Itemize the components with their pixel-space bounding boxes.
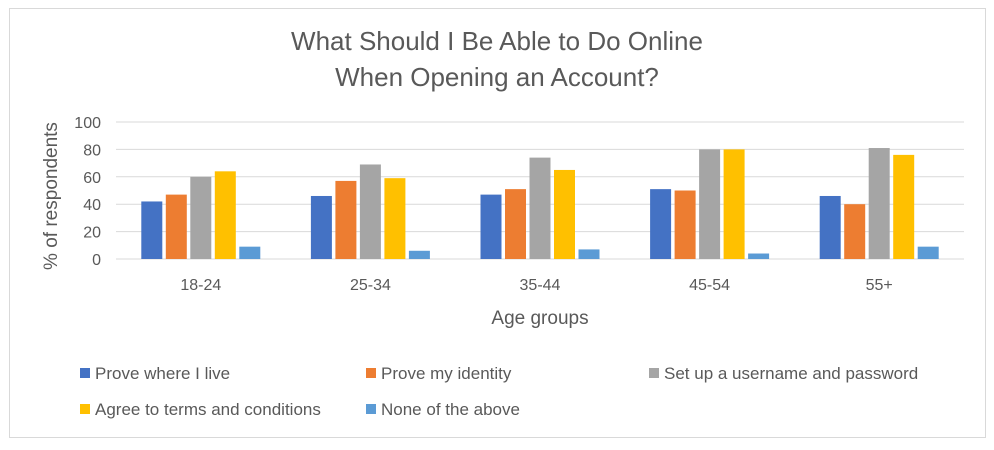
legend-swatch [649,368,659,378]
bar-prove-my-identity-18-24 [165,194,187,259]
bar-prove-where-i-live-55+ [819,195,841,259]
legend-swatch [80,404,90,414]
bar-agree-to-terms-and-conditions-35-44 [554,169,575,259]
bar-prove-my-identity-35-44 [505,189,526,259]
x-tick-label: 18-24 [180,277,221,294]
x-tick-label: 45-54 [689,277,730,294]
bar-set-up-a-username-and-password-35-44 [529,157,551,259]
x-tick-label: 35-44 [520,277,561,294]
x-tick-label: 55+ [866,277,893,294]
bar-set-up-a-username-and-password-45-54 [699,149,721,259]
legend-label: Agree to terms and conditions [95,400,321,419]
bar-agree-to-terms-and-conditions-18-24 [214,171,236,259]
bar-agree-to-terms-and-conditions-25-34 [384,178,406,259]
legend-swatch [366,404,376,414]
x-tick-label: 25-34 [350,277,391,294]
y-axis-ticks: 0 20 40 60 80 100 [74,115,101,269]
bar-prove-my-identity-45-54 [674,190,696,259]
y-tick-label: 60 [83,170,101,187]
bar-prove-my-identity-25-34 [335,180,357,259]
chart-title: What Should I Be Able to Do Online When … [291,26,703,92]
bar-set-up-a-username-and-password-55+ [868,148,890,259]
legend-swatch [80,368,90,378]
bar-prove-where-i-live-45-54 [650,189,672,259]
bar-prove-where-i-live-25-34 [310,195,332,259]
y-tick-label: 80 [83,142,101,159]
y-tick-label: 40 [83,197,101,214]
bar-agree-to-terms-and-conditions-45-54 [723,149,745,259]
bar-none-of-the-above-18-24 [239,246,261,259]
bar-set-up-a-username-and-password-18-24 [190,176,212,259]
legend-label: Prove where I live [95,364,230,383]
bar-none-of-the-above-45-54 [748,253,770,259]
bars [141,148,939,259]
bar-none-of-the-above-55+ [917,246,939,259]
x-axis-label: Age groups [491,308,588,329]
bar-none-of-the-above-35-44 [578,249,600,259]
x-axis-ticks: 18-24 25-34 35-44 45-54 55+ [180,277,892,294]
legend: Prove where I live Prove my identity Set u… [80,364,918,419]
bar-prove-where-i-live-18-24 [141,201,163,259]
legend-label: Prove my identity [381,364,512,383]
bar-none-of-the-above-25-34 [408,250,430,259]
legend-label: None of the above [381,400,520,419]
bar-agree-to-terms-and-conditions-55+ [893,154,915,259]
y-tick-label: 20 [83,225,101,242]
legend-label: Set up a username and password [664,364,918,383]
bar-prove-where-i-live-35-44 [480,194,502,259]
chart-title-line-1: What Should I Be Able to Do Online [291,26,703,56]
y-axis-label: % of respondents [41,122,62,270]
bar-set-up-a-username-and-password-25-34 [359,164,381,259]
legend-swatch [366,368,376,378]
chart-title-line-2: When Opening an Account? [335,62,659,92]
y-tick-label: 0 [92,252,101,269]
bar-prove-my-identity-55+ [844,204,866,259]
y-tick-label: 100 [74,115,101,132]
